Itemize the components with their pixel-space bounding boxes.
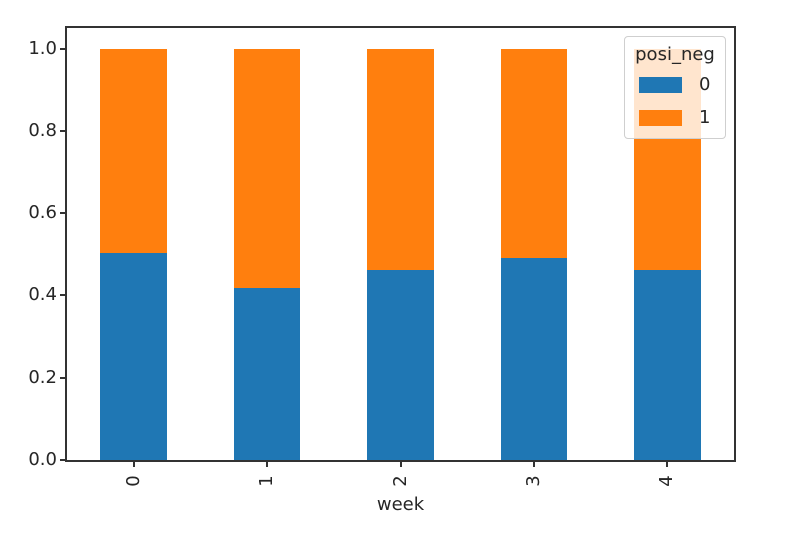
x-tick-label: 2 xyxy=(389,475,411,487)
y-tick-mark xyxy=(60,129,65,132)
bar-segment-series-0 xyxy=(367,269,434,460)
bar-slot-week-0 xyxy=(67,28,200,460)
x-axis-label: week xyxy=(376,494,425,515)
x-tick-label: 1 xyxy=(256,475,278,487)
legend-entry: 1 xyxy=(625,107,725,128)
x-tick-label: 3 xyxy=(522,475,544,487)
bar-segment-series-0 xyxy=(233,288,301,460)
x-tick-mark xyxy=(266,462,269,467)
y-tick-label: 0.8 xyxy=(28,119,57,141)
legend-title: posi_neg xyxy=(635,44,715,65)
bar-slot-week-3 xyxy=(467,28,600,460)
y-tick-label: 0.4 xyxy=(28,284,57,306)
bar-segment-series-0 xyxy=(633,269,701,460)
y-tick-label: 1.0 xyxy=(28,37,57,59)
legend-swatch-series-1-icon xyxy=(639,110,682,126)
x-tick-mark xyxy=(532,462,535,467)
stacked-bar-week-0 xyxy=(100,48,168,460)
y-tick-label: 0.0 xyxy=(28,449,57,470)
legend-entry-label: 0 xyxy=(699,74,711,95)
legend: posi_neg 0 1 xyxy=(624,36,726,139)
bar-slot-week-1 xyxy=(200,28,333,460)
bar-segment-series-1 xyxy=(233,48,301,289)
bar-segment-series-1 xyxy=(500,48,568,258)
x-tick-mark xyxy=(399,462,402,467)
bar-segment-series-0 xyxy=(500,257,568,460)
y-tick-mark xyxy=(60,47,65,50)
legend-entry-label: 1 xyxy=(699,107,711,128)
x-tick-label: 4 xyxy=(656,475,678,487)
y-tick-mark xyxy=(60,459,65,461)
stacked-bar-week-2 xyxy=(367,48,434,460)
bar-segment-series-0 xyxy=(100,253,168,460)
plot-area: posi_neg 0 1 xyxy=(65,26,736,462)
y-tick-mark xyxy=(60,376,65,379)
x-tick-mark xyxy=(666,462,669,467)
bar-slot-week-2 xyxy=(334,28,467,460)
y-tick-mark xyxy=(60,294,65,297)
x-tick-mark xyxy=(132,462,135,467)
y-tick-label: 0.6 xyxy=(28,202,57,224)
bar-segment-series-1 xyxy=(100,48,168,254)
bars-container xyxy=(67,28,734,460)
x-tick-label: 0 xyxy=(122,475,144,487)
y-tick-mark xyxy=(60,212,65,215)
stacked-bar-week-1 xyxy=(233,48,301,460)
stacked-bar-week-3 xyxy=(500,48,568,460)
legend-swatch-series-0-icon xyxy=(639,77,682,93)
y-tick-label: 0.2 xyxy=(28,366,57,388)
legend-entry: 0 xyxy=(625,74,725,95)
bar-segment-series-1 xyxy=(367,48,434,270)
